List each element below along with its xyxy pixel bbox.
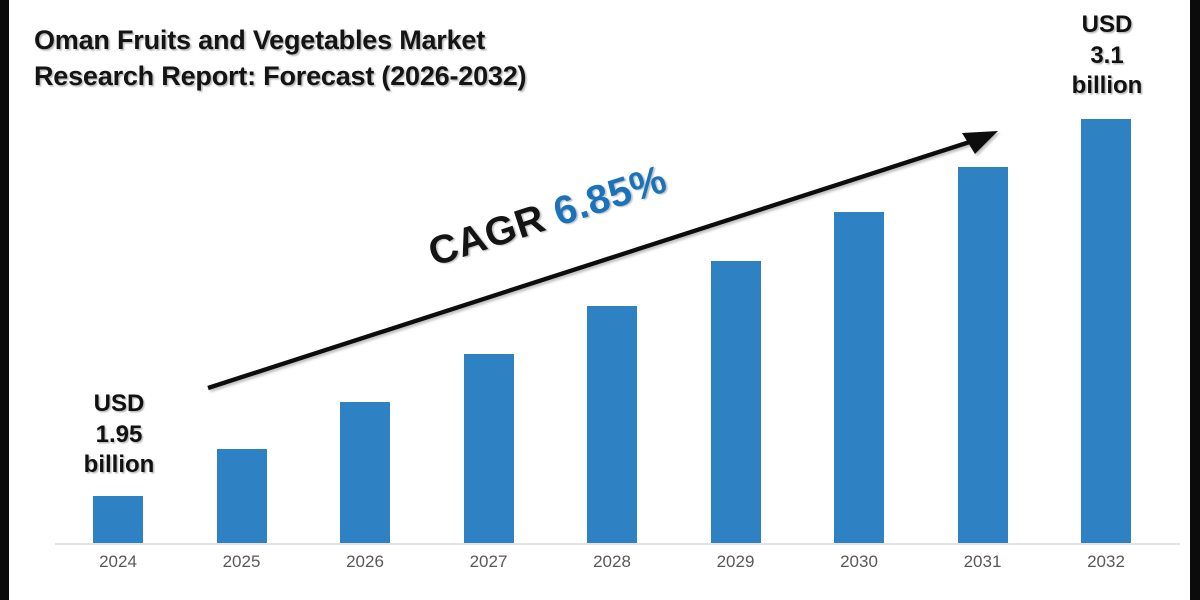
- bar-2025: [216, 449, 267, 543]
- bar-2031: [957, 167, 1008, 543]
- x-tick-2025: 2025: [222, 552, 261, 571]
- x-tick-2026: 2026: [346, 552, 384, 571]
- x-tick-2029: 2029: [716, 552, 755, 571]
- x-tick-2031: 2031: [963, 552, 1002, 571]
- x-tick-2032: 2032: [1087, 552, 1125, 571]
- bar-2028: [587, 306, 637, 543]
- cagr-label-word: CAGR: [423, 196, 551, 275]
- x-tick-2030: 2030: [840, 552, 878, 571]
- x-tick-2028: 2028: [593, 552, 631, 571]
- chart-title: Oman Fruits and Vegetables Market Resear…: [34, 25, 527, 91]
- x-tick-2024: 2024: [99, 552, 137, 571]
- bar-2024: [93, 496, 143, 543]
- cagr-annotation: CAGR 6.85%: [423, 157, 672, 276]
- right-edge-band: [1190, 0, 1200, 600]
- bar-2032: [1081, 119, 1131, 543]
- cagr-label-value: 6.85%: [548, 157, 672, 235]
- x-tick-2027: 2027: [469, 552, 508, 571]
- x-axis-line: [55, 543, 1180, 545]
- end-value-callout: USD 3.1 billion: [1071, 11, 1143, 100]
- bar-2026: [340, 402, 390, 543]
- bar-2030: [834, 212, 884, 543]
- bar-2027: [463, 354, 514, 543]
- start-value-callout: USD 1.95 billion: [83, 390, 155, 479]
- left-edge-band: [0, 0, 9, 600]
- bar-2029: [710, 261, 761, 543]
